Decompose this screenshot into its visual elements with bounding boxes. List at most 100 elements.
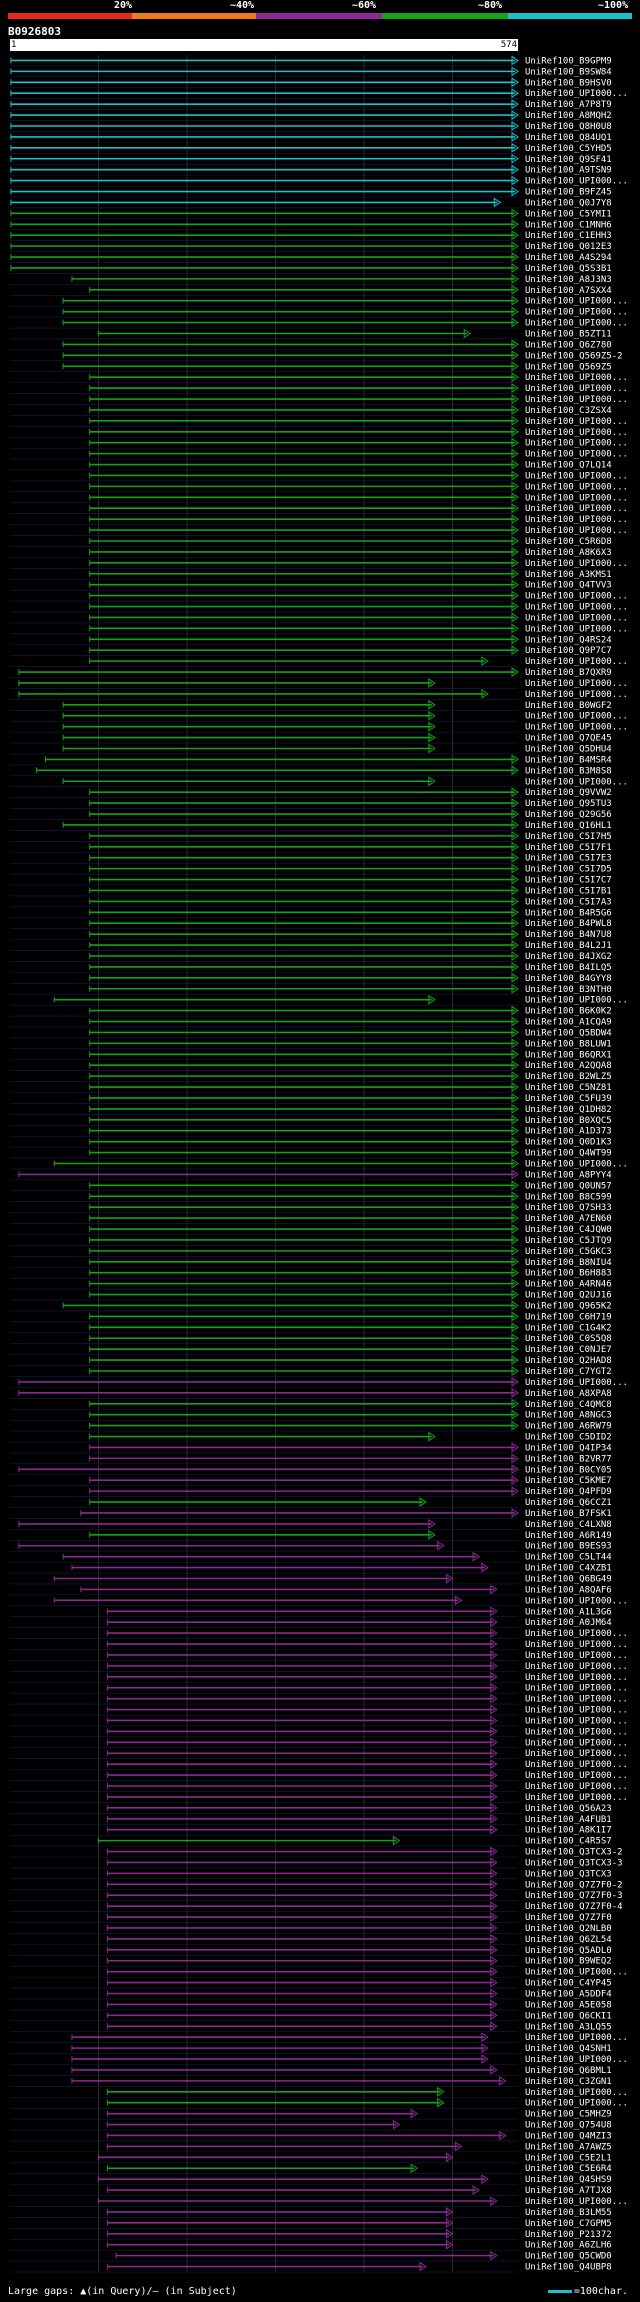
hit-label[interactable]: UniRef100_UPI000... (525, 493, 628, 503)
hit-label[interactable]: UniRef100_Q3TCX3 (525, 1869, 612, 1879)
hit-label[interactable]: UniRef100_Q6BG49 (525, 1575, 612, 1585)
hit-label[interactable]: UniRef100_C5I7F1 (525, 843, 612, 853)
hit-label[interactable]: UniRef100_UPI000... (525, 690, 628, 700)
hit-label[interactable]: UniRef100_C3ZSX4 (525, 406, 612, 416)
hit-label[interactable]: UniRef100_C5E2L1 (525, 2153, 612, 2163)
hit-label[interactable]: UniRef100_UPI000... (525, 1651, 628, 1661)
hit-label[interactable]: UniRef100_UPI000... (525, 297, 628, 307)
hit-label[interactable]: UniRef100_B6QRX1 (525, 1050, 612, 1060)
hit-label[interactable]: UniRef100_C4XZB1 (525, 1564, 612, 1574)
hit-label[interactable]: UniRef100_C4JQW0 (525, 1225, 612, 1235)
hit-label[interactable]: UniRef100_Q2UJ16 (525, 1291, 612, 1301)
hit-label[interactable]: UniRef100_C5DID2 (525, 1433, 612, 1443)
hit-label[interactable]: UniRef100_Q7Z7F0-3 (525, 1891, 623, 1901)
hit-label[interactable]: UniRef100_B4N7U8 (525, 930, 612, 940)
hit-label[interactable]: UniRef100_UPI000... (525, 592, 628, 602)
hit-label[interactable]: UniRef100_UPI000... (525, 559, 628, 569)
hit-label[interactable]: UniRef100_B2WLZ5 (525, 1072, 612, 1082)
hit-label[interactable]: UniRef100_UPI000... (525, 2055, 628, 2065)
hit-label[interactable]: UniRef100_C4QMC8 (525, 1400, 612, 1410)
hit-label[interactable]: UniRef100_UPI000... (525, 177, 628, 187)
hit-label[interactable]: UniRef100_A1L3G6 (525, 1607, 612, 1617)
hit-label[interactable]: UniRef100_UPI000... (525, 1684, 628, 1694)
hit-label[interactable]: UniRef100_C4R5S7 (525, 1837, 612, 1847)
hit-label[interactable]: UniRef100_B5ZT11 (525, 329, 612, 339)
hit-label[interactable]: UniRef100_Q3TCX3-2 (525, 1848, 623, 1858)
hit-label[interactable]: UniRef100_C5E6R4 (525, 2164, 612, 2174)
hit-label[interactable]: UniRef100_A8QAF6 (525, 1585, 612, 1595)
hit-label[interactable]: UniRef100_UPI000... (525, 450, 628, 460)
hit-label[interactable]: UniRef100_UPI000... (525, 1640, 628, 1650)
hit-label[interactable]: UniRef100_C5YMI1 (525, 209, 612, 219)
hit-label[interactable]: UniRef100_B9HSV0 (525, 78, 612, 88)
hit-label[interactable]: UniRef100_C0NJE7 (525, 1345, 612, 1355)
hit-label[interactable]: UniRef100_Q6BML1 (525, 2066, 612, 2076)
hit-label[interactable]: UniRef100_A5DDF4 (525, 1990, 612, 2000)
hit-label[interactable]: UniRef100_UPI000... (525, 2197, 628, 2207)
hit-label[interactable]: UniRef100_C1MNH6 (525, 220, 612, 230)
hit-label[interactable]: UniRef100_C5I7D5 (525, 865, 612, 875)
hit-label[interactable]: UniRef100_B8LUW1 (525, 1039, 612, 1049)
hit-label[interactable]: UniRef100_UPI000... (525, 996, 628, 1006)
hit-label[interactable]: UniRef100_Q6ZL54 (525, 1935, 612, 1945)
hit-label[interactable]: UniRef100_B7QXR9 (525, 668, 612, 678)
hit-label[interactable]: UniRef100_B4L2J1 (525, 941, 612, 951)
hit-label[interactable]: UniRef100_Q4IP34 (525, 1443, 612, 1453)
hit-label[interactable]: UniRef100_B9FZ45 (525, 188, 612, 198)
hit-label[interactable]: UniRef100_B4ILQ5 (525, 963, 612, 973)
hit-label[interactable]: UniRef100_B0WGF2 (525, 701, 612, 711)
hit-label[interactable]: UniRef100_Q5S3B1 (525, 264, 612, 274)
hit-label[interactable]: UniRef100_UPI000... (525, 1793, 628, 1803)
hit-label[interactable]: UniRef100_Q9P7C7 (525, 646, 612, 656)
hit-label[interactable]: UniRef100_B0XQC5 (525, 1116, 612, 1126)
hit-label[interactable]: UniRef100_Q9VVW2 (525, 788, 612, 798)
hit-label[interactable]: UniRef100_C5NZ81 (525, 1083, 612, 1093)
hit-label[interactable]: UniRef100_UPI000... (525, 2099, 628, 2109)
hit-label[interactable]: UniRef100_Q569Z5 (525, 362, 612, 372)
hit-label[interactable]: UniRef100_Q4UBP8 (525, 2263, 612, 2273)
hit-label[interactable]: UniRef100_UPI000... (525, 1695, 628, 1705)
hit-label[interactable]: UniRef100_C5I7C7 (525, 876, 612, 886)
hit-label[interactable]: UniRef100_A7TJX8 (525, 2186, 612, 2196)
hit-label[interactable]: UniRef100_UPI000... (525, 417, 628, 427)
hit-label[interactable]: UniRef100_Q7SH33 (525, 1203, 612, 1213)
hit-label[interactable]: UniRef100_B4JXG2 (525, 952, 612, 962)
hit-label[interactable]: UniRef100_B3M8S8 (525, 766, 612, 776)
hit-label[interactable]: UniRef100_A4FUB1 (525, 1815, 612, 1825)
hit-label[interactable]: UniRef100_A8J3N3 (525, 275, 612, 285)
hit-label[interactable]: UniRef100_B8NIU4 (525, 1258, 612, 1268)
hit-label[interactable]: UniRef100_Q0J7Y8 (525, 198, 612, 208)
hit-label[interactable]: UniRef100_B0CY05 (525, 1465, 612, 1475)
hit-label[interactable]: UniRef100_UPI000... (525, 1662, 628, 1672)
hit-label[interactable]: UniRef100_Q965K2 (525, 1301, 612, 1311)
hit-label[interactable]: UniRef100_UPI000... (525, 723, 628, 733)
hit-label[interactable]: UniRef100_B4R5G6 (525, 908, 612, 918)
hit-label[interactable]: UniRef100_Q4SNH1 (525, 2044, 612, 2054)
hit-label[interactable]: UniRef100_B6H883 (525, 1269, 612, 1279)
hit-label[interactable]: UniRef100_B8C599 (525, 1192, 612, 1202)
hit-label[interactable]: UniRef100_Q7Z7F0-2 (525, 1880, 623, 1890)
hit-label[interactable]: UniRef100_A4RN46 (525, 1280, 612, 1290)
hit-label[interactable]: UniRef100_B4GYY8 (525, 974, 612, 984)
hit-label[interactable]: UniRef100_Q3TCX3-3 (525, 1858, 623, 1868)
hit-label[interactable]: UniRef100_UPI000... (525, 1706, 628, 1716)
hit-label[interactable]: UniRef100_Q16HL1 (525, 821, 612, 831)
hit-label[interactable]: UniRef100_Q8H0U8 (525, 122, 612, 132)
hit-label[interactable]: UniRef100_A1D373 (525, 1127, 612, 1137)
hit-label[interactable]: UniRef100_UPI000... (525, 515, 628, 525)
hit-label[interactable]: UniRef100_UPI000... (525, 504, 628, 514)
hit-label[interactable]: UniRef100_UPI000... (525, 1160, 628, 1170)
hit-label[interactable]: UniRef100_UPI000... (525, 1378, 628, 1388)
hit-label[interactable]: UniRef100_UPI000... (525, 319, 628, 329)
hit-label[interactable]: UniRef100_Q56A23 (525, 1804, 612, 1814)
hit-label[interactable]: UniRef100_B2VR77 (525, 1454, 612, 1464)
hit-label[interactable]: UniRef100_B6K0K2 (525, 1007, 612, 1017)
hit-label[interactable]: UniRef100_A6RW79 (525, 1422, 612, 1432)
hit-label[interactable]: UniRef100_Q7LQ14 (525, 461, 612, 471)
hit-label[interactable]: UniRef100_C5LT44 (525, 1553, 612, 1563)
hit-label[interactable]: UniRef100_UPI000... (525, 428, 628, 438)
hit-label[interactable]: UniRef100_C3ZGN1 (525, 2077, 612, 2087)
hit-label[interactable]: UniRef100_A8XPA8 (525, 1389, 612, 1399)
hit-label[interactable]: UniRef100_Q1DH82 (525, 1105, 612, 1115)
hit-label[interactable]: UniRef100_A3KMS1 (525, 570, 612, 580)
